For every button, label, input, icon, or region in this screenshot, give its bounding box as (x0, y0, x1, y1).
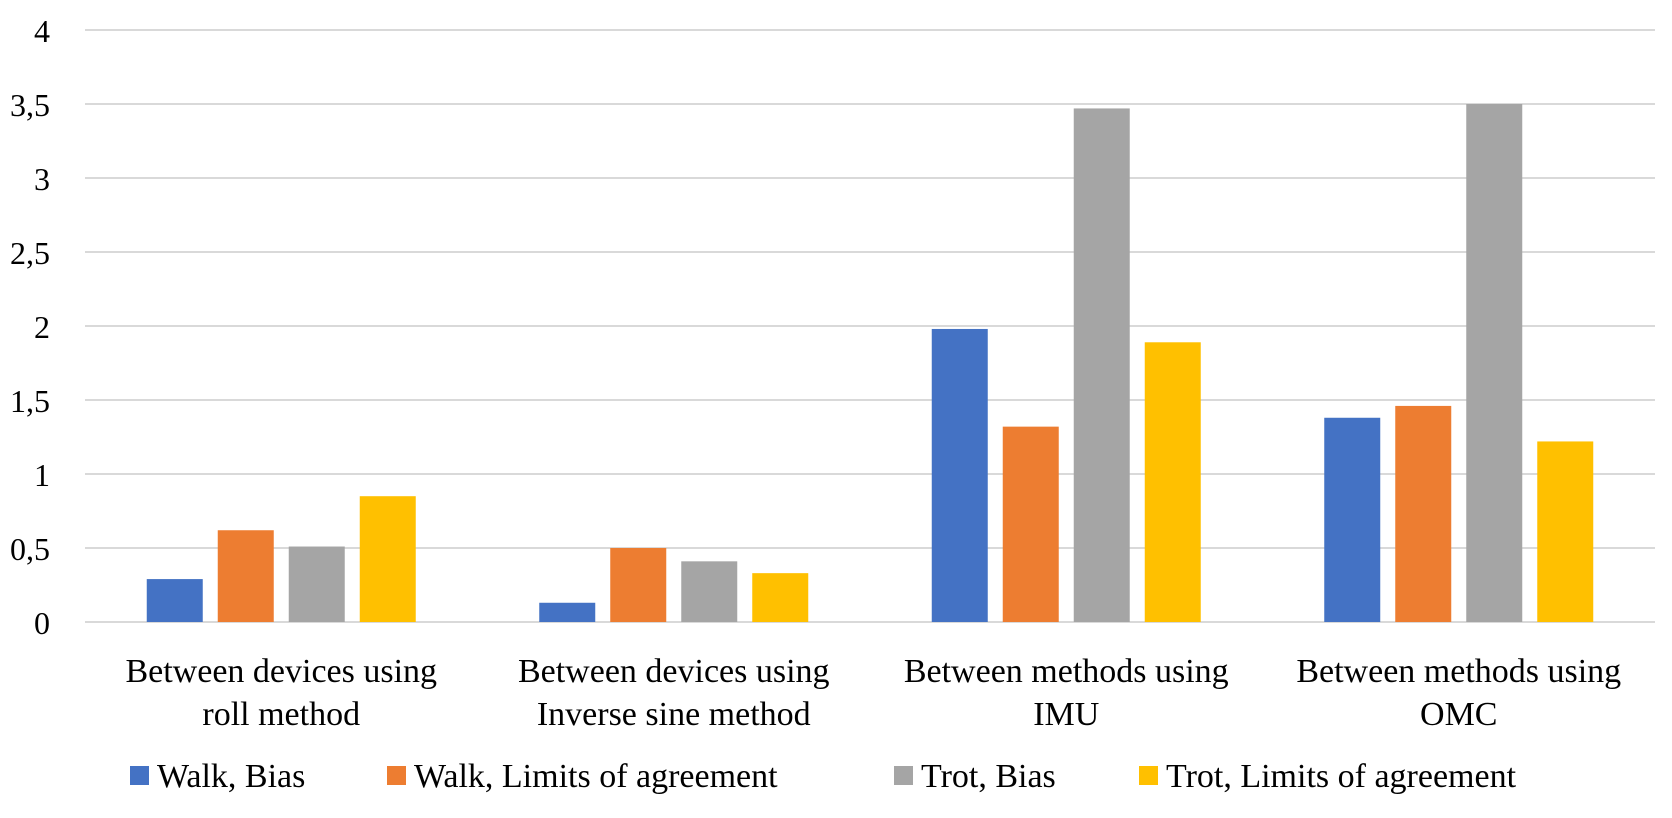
bar (1002, 426, 1059, 622)
y-axis-tick-labels: 0 0,5 1 1,5 2 2,5 3 3,5 4 (10, 13, 50, 641)
x-category-label: Between devices using (518, 653, 830, 690)
legend-swatch (894, 766, 913, 785)
bar (146, 579, 203, 622)
x-category-label: Between devices using (125, 653, 437, 690)
legend-swatch (1139, 766, 1158, 785)
bar (1073, 108, 1130, 622)
x-category-label: roll method (202, 696, 360, 733)
y-tick-label: 1,5 (10, 383, 50, 419)
y-tick-label: 2,5 (10, 235, 50, 271)
gridlines (85, 29, 1655, 623)
legend-label: Trot, Limits of agreement (1166, 758, 1517, 795)
y-tick-label: 4 (34, 13, 50, 49)
bar (752, 573, 809, 622)
x-category-label: IMU (1033, 696, 1099, 733)
x-category-label: Between methods using (904, 653, 1229, 690)
bar (288, 546, 345, 622)
bar (610, 548, 667, 622)
legend-swatch (130, 766, 149, 785)
bar (359, 496, 416, 622)
bar (1144, 342, 1201, 622)
x-category-label: Between methods using (1296, 653, 1621, 690)
y-tick-label: 1 (34, 457, 50, 493)
bar (217, 530, 274, 622)
bar (931, 328, 988, 622)
y-tick-label: 0,5 (10, 531, 50, 567)
x-category-label: OMC (1420, 696, 1497, 733)
bar (1395, 405, 1452, 622)
legend-label: Walk, Limits of agreement (414, 758, 778, 795)
x-axis-category-labels: Between devices using roll method Between … (125, 653, 1621, 733)
y-tick-label: 2 (34, 309, 50, 345)
legend: Walk, Bias Walk, Limits of agreement Trot,… (130, 758, 1517, 795)
x-category-label: Inverse sine method (537, 696, 811, 733)
y-tick-label: 0 (34, 605, 50, 641)
y-tick-label: 3,5 (10, 87, 50, 123)
legend-label: Trot, Bias (921, 758, 1056, 795)
bars (146, 104, 1594, 622)
bar (1537, 441, 1594, 622)
bar (1466, 104, 1523, 622)
y-tick-label: 3 (34, 161, 50, 197)
bar (1324, 417, 1381, 622)
bar (539, 602, 596, 622)
bar (681, 561, 738, 622)
legend-label: Walk, Bias (157, 758, 305, 795)
legend-swatch (387, 766, 406, 785)
